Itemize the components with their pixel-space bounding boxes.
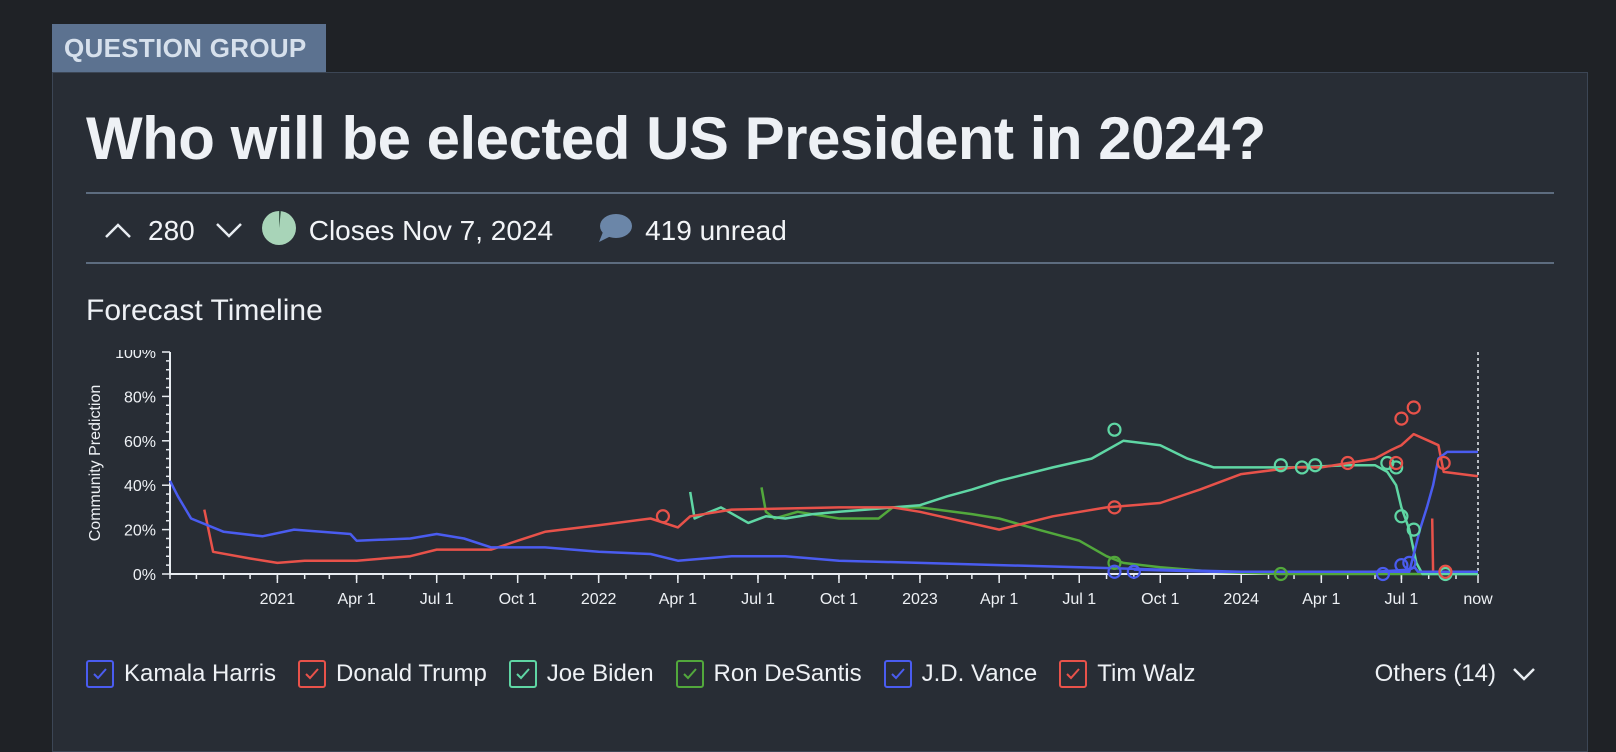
series-marker-trump xyxy=(655,509,671,524)
x-tick-label: Apr 1 xyxy=(980,591,1018,608)
series-marker-biden xyxy=(1394,509,1409,524)
series-marker-trump xyxy=(1340,455,1355,471)
comment-icon[interactable] xyxy=(597,212,633,251)
y-tick-label: 80% xyxy=(124,389,156,406)
series-marker-trump xyxy=(1107,500,1122,515)
page-title: Who will be elected US President in 2024… xyxy=(86,105,1266,172)
legend-item-tim-walz[interactable]: Tim Walz xyxy=(1059,660,1195,688)
y-tick-label: 40% xyxy=(124,478,156,495)
y-tick-label: 20% xyxy=(124,523,156,540)
x-tick-label: Jul 1 xyxy=(1385,591,1419,608)
x-tick-label: Oct 1 xyxy=(499,591,537,608)
legend-item-joe-biden[interactable]: Joe Biden xyxy=(508,660,654,688)
x-tick-label: Apr 1 xyxy=(337,591,375,608)
series-marker-biden xyxy=(1406,522,1421,537)
y-tick-label: 60% xyxy=(124,434,156,451)
x-tick-label: 2023 xyxy=(902,591,938,608)
y-axis-label: Community Prediction xyxy=(87,385,104,542)
series-marker-desantis xyxy=(1107,555,1122,570)
divider-bottom xyxy=(86,262,1554,264)
legend-label: Ron DeSantis xyxy=(713,660,862,687)
series-marker-biden xyxy=(1308,458,1323,473)
unread-comments[interactable]: 419 unread xyxy=(645,215,787,246)
others-dropdown[interactable]: Others (14) xyxy=(1375,656,1536,692)
series-marker-biden xyxy=(1389,460,1404,475)
series-marker-vance xyxy=(1375,566,1391,582)
downvote-icon[interactable] xyxy=(215,215,243,247)
x-tick-label: Oct 1 xyxy=(820,591,858,608)
legend-item-ron-desantis[interactable]: Ron DeSantis xyxy=(675,660,862,688)
series-marker-vance xyxy=(1107,564,1122,579)
checkbox-icon xyxy=(508,660,537,688)
series-line-walz xyxy=(1430,518,1478,574)
x-tick-label: Jul 1 xyxy=(420,591,454,608)
x-tick-label: 2021 xyxy=(260,591,296,608)
x-tick-label: Apr 1 xyxy=(1302,591,1340,608)
x-tick-label: now xyxy=(1463,591,1493,608)
upvote-icon[interactable] xyxy=(104,215,132,247)
legend-label: J.D. Vance xyxy=(921,660,1038,687)
x-tick-label: 2022 xyxy=(581,591,617,608)
x-tick-label: Apr 1 xyxy=(659,591,697,608)
divider-top xyxy=(86,192,1554,194)
x-tick-label: Jul 1 xyxy=(741,591,775,608)
question-card xyxy=(52,72,1588,752)
forecast-timeline-title: Forecast Timeline xyxy=(86,294,323,327)
legend-label: Joe Biden xyxy=(546,660,654,687)
checkbox-icon xyxy=(883,660,912,688)
series-marker-biden xyxy=(1107,422,1122,437)
series-line-biden xyxy=(688,439,1478,576)
series-marker-vance xyxy=(1394,558,1409,573)
legend-item-donald-trump[interactable]: Donald Trump xyxy=(298,660,487,688)
series-marker-vance xyxy=(1402,555,1417,570)
series-marker-biden xyxy=(1273,458,1288,473)
series-line-trump xyxy=(203,432,1479,565)
checkbox-icon xyxy=(1059,660,1088,688)
others-label: Others (14) xyxy=(1374,660,1496,687)
legend-item-jd-vance[interactable]: J.D. Vance xyxy=(883,660,1038,688)
series-marker-desantis xyxy=(1273,566,1288,582)
legend-label: Tim Walz xyxy=(1097,660,1196,687)
series-marker-trump xyxy=(1389,455,1404,471)
legend-item-kamala-harris[interactable]: Kamala Harris xyxy=(86,660,276,688)
question-meta: 280 Closes Nov 7, 2024 419 unread xyxy=(104,204,787,258)
series-marker-walz xyxy=(1438,564,1453,579)
forecast-chart[interactable]: Community Prediction 0% 20% 40% 60% 80% 100% 20… xyxy=(80,350,1530,640)
series-marker-biden xyxy=(1294,460,1310,475)
chevron-down-icon xyxy=(1513,668,1535,681)
legend-label: Kamala Harris xyxy=(124,660,277,687)
series-marker-trump xyxy=(1406,400,1421,415)
x-tick-label: Jul 1 xyxy=(1062,591,1096,608)
series-marker-trump xyxy=(1394,411,1409,426)
y-tick-label: 100% xyxy=(115,350,156,362)
chart-legend: Kamala Harris Donald Trump Joe Biden Ron… xyxy=(86,656,1217,692)
x-tick-label: 2024 xyxy=(1223,591,1259,608)
x-tick-label: Oct 1 xyxy=(1141,591,1179,608)
series-line-desantis xyxy=(760,487,1478,576)
checkbox-icon xyxy=(86,660,114,688)
series-marker-trump xyxy=(1436,455,1451,471)
series-marker-vance xyxy=(1126,564,1141,579)
legend-label: Donald Trump xyxy=(336,660,487,687)
checkbox-icon xyxy=(675,660,704,688)
checkbox-icon xyxy=(298,660,327,688)
question-group-tag: QUESTION GROUP xyxy=(52,24,326,72)
close-progress-icon xyxy=(261,210,297,253)
vote-count: 280 xyxy=(148,215,195,246)
close-date: Closes Nov 7, 2024 xyxy=(308,215,554,246)
y-tick-label: 0% xyxy=(133,567,156,584)
